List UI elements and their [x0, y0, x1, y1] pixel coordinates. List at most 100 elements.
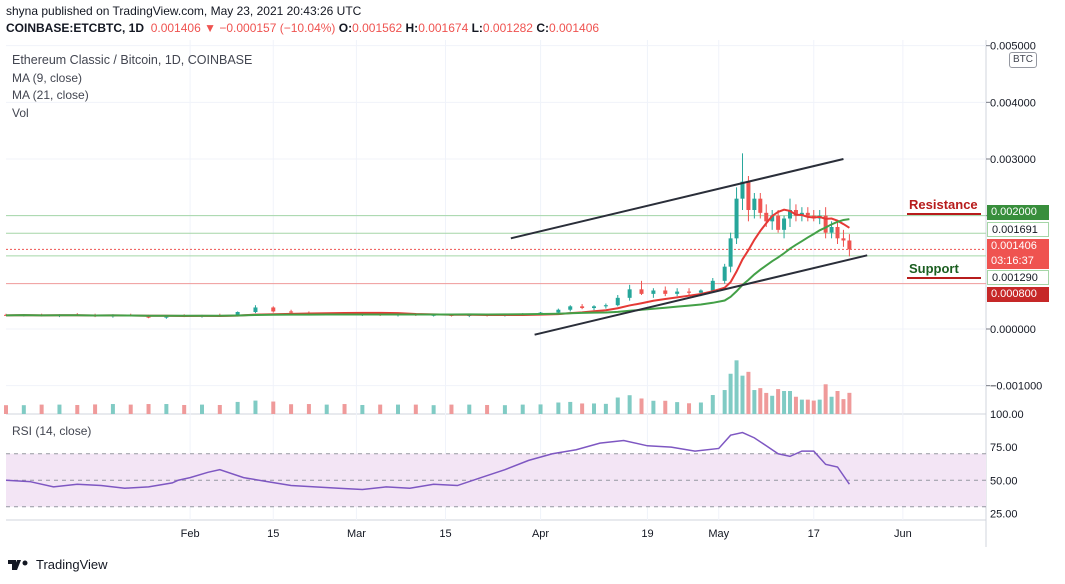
volume-bar — [817, 399, 822, 414]
low-label: L: — [471, 21, 483, 35]
volume-bar — [342, 404, 347, 414]
chart-legend: Ethereum Classic / Bitcoin, 1D, COINBASE… — [12, 52, 252, 122]
candle-body — [663, 290, 668, 294]
volume-bar — [93, 404, 98, 414]
volume-bar — [324, 404, 329, 414]
volume-bar — [253, 400, 258, 414]
down-arrow-icon: ▼ — [204, 21, 216, 35]
change-value: −0.000157 (−10.04%) — [219, 21, 336, 35]
candle-body — [235, 312, 240, 316]
chart-title: Ethereum Classic / Bitcoin, 1D, COINBASE — [12, 53, 253, 67]
volume-bar — [639, 398, 644, 414]
legend-ma9[interactable]: MA (9, close) — [12, 70, 83, 85]
candle-body — [556, 309, 561, 313]
volume-bar — [627, 395, 632, 414]
candle-body — [253, 307, 258, 312]
candle-body — [847, 240, 852, 250]
trendline — [534, 254, 868, 336]
time-tick-label: Feb — [181, 528, 200, 540]
close-value: 0.001406 — [549, 21, 600, 35]
volume-bar — [799, 399, 804, 414]
volume-bar — [758, 388, 763, 414]
candle-body — [164, 315, 169, 318]
volume-bar — [502, 405, 507, 414]
volume-bar — [580, 403, 585, 414]
candle-body — [722, 266, 727, 281]
volume-bar — [556, 402, 561, 414]
candle-body — [776, 215, 781, 230]
volume-bar — [306, 404, 311, 414]
trendline — [510, 158, 844, 240]
candle-body — [740, 181, 745, 199]
price-tag-lower: 0.000800 — [987, 287, 1049, 302]
candle-body — [289, 311, 294, 313]
price-tick-label: 0.000000 — [990, 324, 1036, 336]
volume-bar — [431, 405, 436, 414]
volume-bar — [728, 373, 733, 414]
volume-bar — [710, 395, 715, 414]
open-label: O: — [338, 21, 353, 35]
candle-body — [764, 212, 769, 222]
rsi-tick-label: 100.00 — [990, 409, 1024, 421]
volume-bar — [271, 401, 276, 414]
candle-body — [770, 215, 775, 222]
volume-bar — [675, 402, 680, 414]
volume-bar — [782, 391, 787, 414]
rsi-legend[interactable]: RSI (14, close) — [12, 424, 92, 438]
symbol-ohlc-line: COINBASE:ETCBTC, 1D 0.001406 ▼ −0.000157… — [6, 21, 599, 35]
footer-brand-text: TradingView — [36, 556, 108, 572]
time-tick-label: 15 — [439, 528, 451, 540]
support-underline — [907, 277, 981, 279]
last-price: 0.001406 — [150, 21, 201, 35]
volume-bar — [603, 403, 608, 414]
time-tick-label: May — [708, 528, 729, 540]
candle-body — [746, 181, 751, 210]
legend-vol[interactable]: Vol — [12, 105, 29, 120]
volume-bar — [788, 391, 792, 414]
candle-body — [568, 306, 573, 310]
candle-body — [782, 218, 787, 230]
price-tick-label: 0.004000 — [990, 97, 1036, 109]
price-tick-label: −0.001000 — [990, 381, 1042, 393]
tradingview-logo-icon — [8, 560, 28, 570]
candle-body — [788, 210, 792, 219]
volume-bar — [200, 404, 204, 414]
volume-bar — [182, 404, 187, 414]
volume-bar — [776, 389, 781, 414]
support-label: Support — [909, 261, 959, 276]
volume-bar — [687, 403, 692, 414]
volume-bar — [128, 404, 133, 414]
candle-body — [823, 215, 828, 233]
price-tag-resistance: 0.002000 — [987, 205, 1049, 220]
time-tick-label: Apr — [532, 528, 549, 540]
volume-bar — [217, 404, 222, 414]
volume-bar — [520, 404, 525, 414]
candle-body — [639, 289, 644, 294]
candle-body — [805, 212, 810, 216]
candle-body — [734, 198, 739, 239]
candle-body — [271, 307, 276, 312]
volume-bar — [823, 384, 828, 414]
candle-body — [615, 297, 620, 306]
candle-body — [758, 198, 763, 213]
volume-bar — [734, 360, 739, 414]
volume-bar — [235, 401, 240, 414]
high-value: 0.001674 — [418, 21, 469, 35]
volume-bar — [793, 396, 798, 414]
volume-bar — [21, 405, 26, 414]
candle-body — [841, 238, 846, 241]
volume-bar — [663, 400, 668, 414]
currency-badge[interactable]: BTC — [1009, 52, 1037, 68]
rsi-tick-label: 25.00 — [990, 508, 1018, 520]
candle-body — [146, 315, 151, 318]
legend-ma21[interactable]: MA (21, close) — [12, 88, 89, 102]
volume-bar — [615, 397, 620, 414]
volume-bar — [805, 399, 810, 414]
footer-brand[interactable]: TradingView — [6, 556, 108, 572]
candle-body — [687, 291, 692, 293]
price-tick-label: 0.003000 — [990, 154, 1036, 166]
volume-bar — [770, 395, 775, 414]
symbol-label: COINBASE:ETCBTC, 1D — [6, 21, 145, 35]
volume-bar — [449, 404, 454, 414]
